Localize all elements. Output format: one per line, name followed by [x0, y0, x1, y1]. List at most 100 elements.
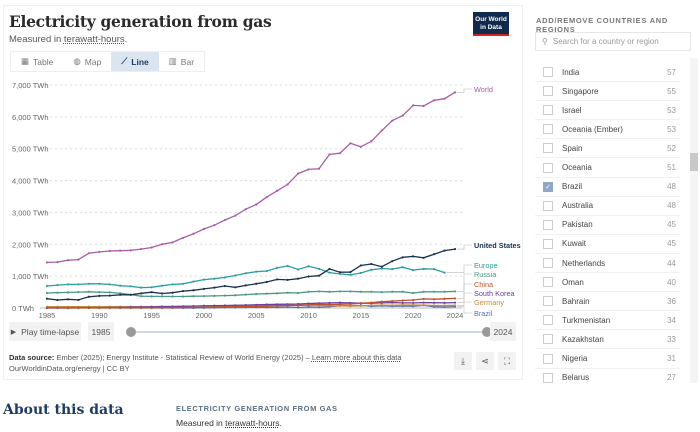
country-name: Israel	[562, 105, 582, 115]
country-item[interactable]: Belarus 27	[535, 369, 680, 383]
fullscreen-icon: ⛶	[503, 355, 511, 366]
country-item[interactable]: ✓ Brazil 48	[535, 178, 680, 197]
data-point	[171, 241, 174, 244]
checkbox[interactable]	[543, 86, 553, 97]
x-tick-label: 1990	[91, 311, 108, 320]
play-timelapse-button[interactable]: ▶ Play time-lapse	[9, 322, 81, 341]
country-search-input[interactable]: ⚲ Search for a country or region	[535, 32, 691, 51]
data-point	[370, 301, 373, 304]
end-year[interactable]: 2024	[490, 322, 516, 341]
data-point	[307, 305, 310, 308]
data-point	[453, 290, 457, 293]
about-unit-link[interactable]: terawatt-hours	[225, 418, 280, 428]
series-line-china[interactable]	[47, 297, 456, 309]
country-item[interactable]: Nigeria 31	[535, 350, 680, 369]
series-label[interactable]: Europe	[474, 261, 498, 270]
data-point	[370, 262, 373, 266]
country-item[interactable]: Netherlands 44	[535, 254, 680, 273]
label-connector	[457, 292, 472, 303]
x-tick-label: 2000	[196, 311, 213, 320]
data-point	[307, 168, 310, 171]
tab-line[interactable]: ⟋ Line	[111, 52, 159, 71]
checkbox[interactable]	[543, 200, 553, 211]
checkbox[interactable]	[543, 334, 553, 345]
fullscreen-button[interactable]: ⛶	[498, 352, 516, 370]
learn-more-link[interactable]: Learn more about this data	[311, 353, 402, 362]
checkbox[interactable]	[543, 162, 553, 173]
country-item[interactable]: Pakistan 45	[535, 216, 680, 235]
series-label[interactable]: Brazil	[474, 309, 493, 318]
line-chart: 0 TWh 1,000 TWh 2,000 TWh 3,000 TWh 4,000 TW…	[12, 81, 521, 320]
search-placeholder: Search for a country or region	[552, 37, 659, 46]
country-item[interactable]: Spain 52	[535, 139, 680, 159]
country-item[interactable]: Australia 48	[535, 197, 680, 216]
about-heading: ELECTRICITY GENERATION FROM GAS	[176, 404, 338, 413]
country-item[interactable]: Kuwait 45	[535, 235, 680, 254]
end-handle[interactable]	[482, 327, 492, 337]
country-item[interactable]: Turkmenistan 34	[535, 311, 680, 331]
country-item[interactable]: Kazakhstan 33	[535, 330, 680, 350]
series-label[interactable]: United States	[474, 241, 521, 250]
country-item[interactable]: Israel 53	[535, 101, 680, 121]
series-line-germany[interactable]	[47, 304, 456, 308]
chart-card	[3, 5, 523, 380]
data-point	[150, 306, 153, 309]
series-label[interactable]: Germany	[474, 298, 504, 307]
data-point	[296, 291, 300, 295]
data-point	[359, 271, 362, 275]
x-tick-label: 2020	[405, 311, 422, 320]
checkbox[interactable]	[543, 238, 553, 249]
scrollbar-thumb[interactable]	[690, 153, 698, 171]
country-item[interactable]: Singapore 55	[535, 82, 680, 102]
checkbox[interactable]: ✓	[543, 181, 553, 192]
credit-text[interactable]: OurWorldinData.org/energy | CC BY	[9, 364, 130, 373]
series-label[interactable]: Russia	[474, 270, 497, 279]
start-handle[interactable]	[126, 327, 136, 337]
checkbox[interactable]	[543, 315, 553, 326]
country-name: Kazakhstan	[562, 334, 604, 344]
data-point	[87, 306, 90, 309]
data-point	[328, 303, 331, 306]
start-year[interactable]: 1985	[88, 322, 114, 341]
tab-table[interactable]: ▦ Table	[11, 52, 63, 71]
checkbox[interactable]	[543, 353, 553, 364]
checkbox[interactable]	[543, 258, 553, 268]
checkbox[interactable]	[543, 219, 553, 230]
download-button[interactable]: ⤓	[454, 352, 472, 370]
series-line-world[interactable]	[46, 91, 456, 264]
timeline-slider[interactable]	[126, 327, 492, 337]
country-item[interactable]: Oceania 51	[535, 159, 680, 178]
checkbox[interactable]	[543, 372, 553, 383]
country-item[interactable]: India 57	[535, 63, 680, 82]
checkbox[interactable]	[543, 124, 553, 135]
owid-logo[interactable]: Our World in Data	[473, 12, 509, 36]
checkbox[interactable]	[543, 67, 553, 77]
tab-bar[interactable]: ▥ Bar	[159, 52, 204, 71]
country-value: 40	[667, 277, 676, 287]
tab-map[interactable]: ◍ Map	[63, 52, 111, 71]
country-item[interactable]: Oceania (Ember) 53	[535, 120, 680, 140]
data-point	[140, 295, 143, 298]
series-label[interactable]: China	[474, 280, 494, 289]
search-icon: ⚲	[542, 37, 548, 46]
data-point	[328, 267, 331, 271]
checkbox[interactable]	[543, 105, 553, 116]
country-value: 33	[667, 334, 676, 344]
checkbox[interactable]	[543, 296, 553, 307]
checkbox[interactable]	[543, 143, 553, 154]
series-line-united-states[interactable]	[46, 248, 456, 301]
share-button[interactable]: ⋖	[476, 352, 494, 370]
data-point	[119, 293, 122, 296]
series-label[interactable]: South Korea	[474, 289, 516, 298]
country-item[interactable]: Oman 40	[535, 273, 680, 293]
series-label[interactable]: World	[474, 85, 493, 94]
unit-link[interactable]: terawatt-hours	[63, 34, 125, 45]
country-item[interactable]: Bahrain 36	[535, 292, 680, 312]
list-scrollbar[interactable]	[690, 58, 698, 383]
series-line-russia[interactable]	[46, 290, 456, 298]
data-point	[422, 104, 425, 108]
y-tick-label: 6,000 TWh	[12, 113, 49, 122]
checkbox[interactable]	[543, 277, 553, 288]
x-tick-label: 2024	[447, 311, 464, 320]
data-point	[380, 304, 383, 307]
